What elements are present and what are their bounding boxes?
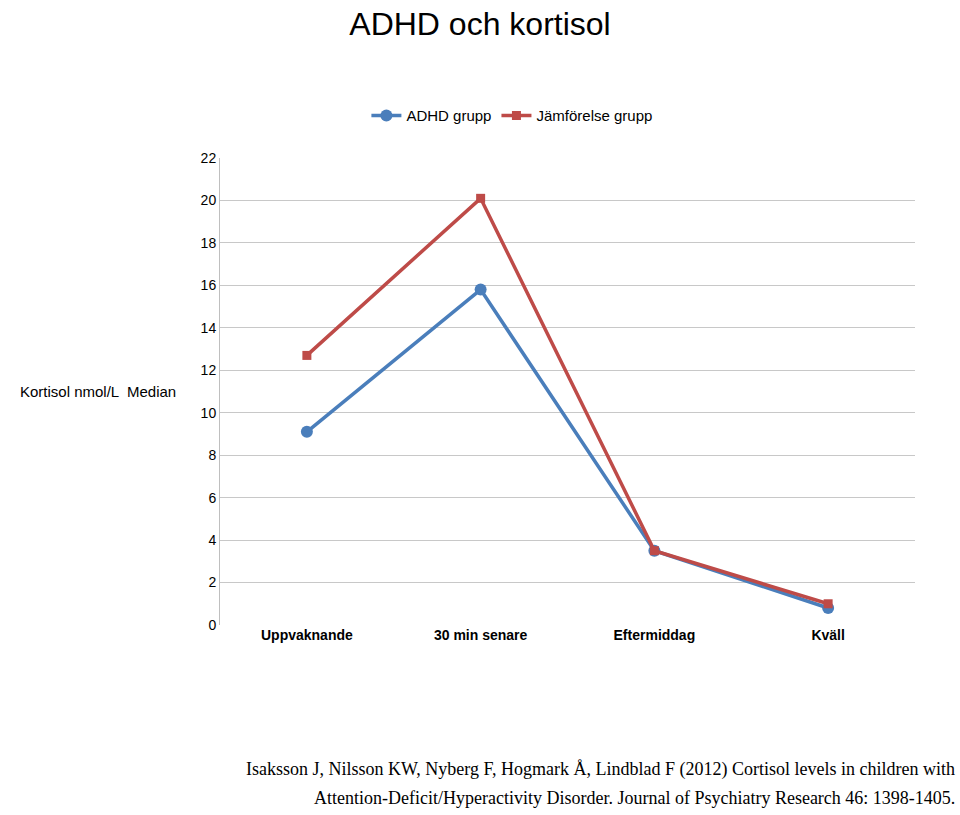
svg-text:Jämförelse grupp: Jämförelse grupp (536, 107, 652, 124)
svg-text:Uppvaknande: Uppvaknande (261, 627, 353, 643)
svg-text:ADHD grupp: ADHD grupp (406, 107, 491, 124)
svg-text:4: 4 (208, 532, 216, 548)
svg-text:22: 22 (201, 150, 217, 166)
svg-text:0: 0 (208, 617, 216, 633)
svg-text:14: 14 (201, 320, 217, 336)
svg-text:Isaksson J, Nilsson KW, Nyberg: Isaksson J, Nilsson KW, Nyberg F, Hogmar… (246, 759, 955, 780)
svg-text:16: 16 (201, 277, 217, 293)
svg-text:20: 20 (201, 192, 217, 208)
svg-text:Kortisol nmol/L Median: Kortisol nmol/L Median (20, 383, 176, 400)
svg-text:6: 6 (208, 490, 216, 506)
svg-text:Attention-Deficit/Hyperactivit: Attention-Deficit/Hyperactivity Disorder… (314, 788, 955, 808)
svg-text:ADHD och kortisol: ADHD och kortisol (349, 6, 610, 42)
svg-text:8: 8 (208, 447, 216, 463)
svg-text:18: 18 (201, 235, 217, 251)
svg-text:Kväll: Kväll (811, 627, 844, 643)
svg-text:30 min senare: 30 min senare (434, 627, 528, 643)
svg-text:12: 12 (201, 362, 217, 378)
svg-text:Eftermiddag: Eftermiddag (614, 627, 696, 643)
svg-text:10: 10 (201, 405, 217, 421)
svg-text:2: 2 (208, 574, 216, 590)
